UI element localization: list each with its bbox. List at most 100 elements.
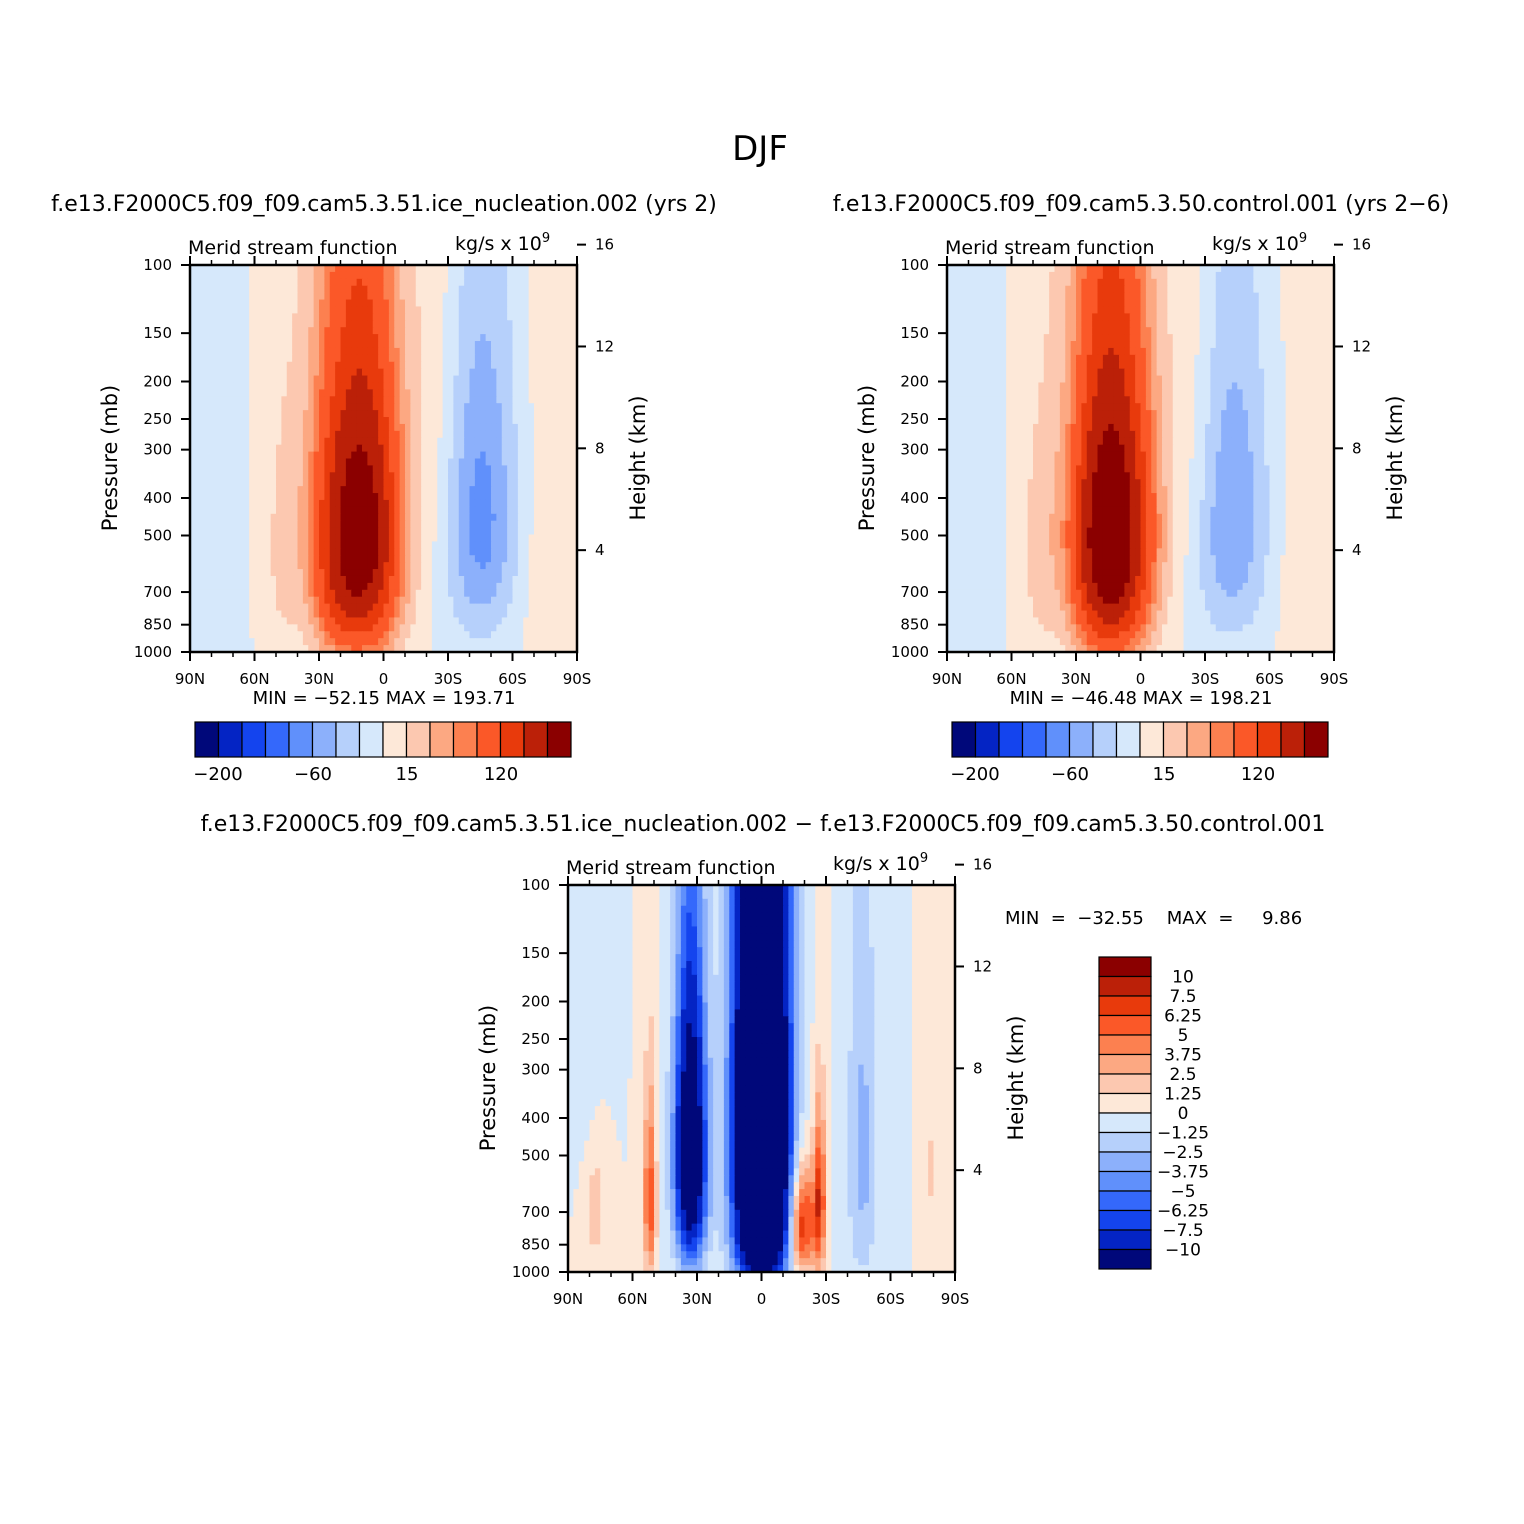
contour-cell [1012,279,1018,287]
contour-cell [367,590,373,598]
contour-cell [545,382,551,390]
contour-cell [421,396,427,404]
contour-cell [367,389,373,397]
contour-cell [287,389,293,397]
contour-cell [416,272,422,280]
contour-cell [969,306,975,314]
contour-cell [324,396,330,404]
contour-cell [319,583,325,591]
contour-cell [228,341,234,349]
contour-cell [1001,279,1007,287]
contour-cell [362,334,368,342]
contour-cell [518,576,524,584]
contour-cell [1189,279,1195,287]
contour-cell [529,472,535,480]
contour-cell [518,569,524,577]
contour-cell [1205,272,1211,280]
colorbar-box [407,722,431,757]
contour-cell [491,313,497,321]
contour-cell [1253,279,1259,287]
contour-cell [443,590,449,598]
contour-cell [330,348,336,356]
contour-cell [507,410,513,418]
contour-cell [255,514,261,522]
contour-cell [421,320,427,328]
contour-cell [539,306,545,314]
contour-cell [1065,341,1071,349]
contour-cell [394,279,400,287]
contour-cell [491,535,497,543]
contour-cell [448,300,454,308]
contour-cell [958,327,964,335]
contour-cell [437,562,443,570]
contour-cell [244,272,250,280]
contour-cell [276,445,282,453]
contour-cell [357,555,363,563]
contour-cell [389,341,395,349]
contour-cell [464,604,470,612]
contour-cell [518,583,524,591]
contour-cell [1081,286,1087,294]
contour-cell [539,500,545,508]
contour-cell [244,341,250,349]
contour-cell [271,376,277,384]
contour-cell [545,327,551,335]
contour-cell [324,306,330,314]
contour-cell [217,611,223,619]
contour-cell [400,341,406,349]
contour-cell [443,355,449,363]
contour-cell [206,555,212,563]
contour-cell [260,631,266,639]
contour-cell [534,279,540,287]
contour-cell [212,562,218,570]
contour-cell [470,459,476,467]
contour-cell [539,590,545,598]
contour-cell [416,320,422,328]
contour-cell [1146,313,1152,321]
contour-cell [324,548,330,556]
contour-cell [233,638,239,646]
contour-cell [1065,313,1071,321]
contour-cell [486,362,492,370]
contour-cell [292,445,298,453]
contour-cell [389,617,395,625]
contour-cell [1065,286,1071,294]
contour-cell [228,300,234,308]
contour-cell [523,300,529,308]
contour-cell [969,334,975,342]
contour-cell [265,396,271,404]
contour-cell [464,410,470,418]
contour-cell [566,528,572,536]
contour-cell [298,300,304,308]
contour-cell [453,604,459,612]
contour-cell [222,576,228,584]
contour-cell [1307,327,1313,335]
contour-cell [459,611,465,619]
contour-cell [255,389,261,397]
contour-cell [287,382,293,390]
contour-cell [260,279,266,287]
contour-cell [271,417,277,425]
contour-cell [1286,279,1292,287]
contour-cell [335,348,341,356]
contour-cell [952,300,958,308]
contour-cell [357,576,363,584]
contour-cell [453,410,459,418]
contour-cell [502,410,508,418]
contour-cell [362,396,368,404]
contour-cell [979,293,985,301]
contour-cell [491,272,497,280]
contour-cell [470,569,476,577]
contour-cell [513,424,519,432]
contour-cell [373,507,379,515]
contour-cell [453,507,459,515]
contour-cell [271,355,277,363]
contour-cell [459,313,465,321]
contour-cell [238,313,244,321]
contour-cell [545,555,551,563]
contour-cell [453,376,459,384]
contour-cell [427,514,433,522]
contour-cell [523,334,529,342]
contour-cell [507,493,513,501]
contour-cell [556,396,562,404]
